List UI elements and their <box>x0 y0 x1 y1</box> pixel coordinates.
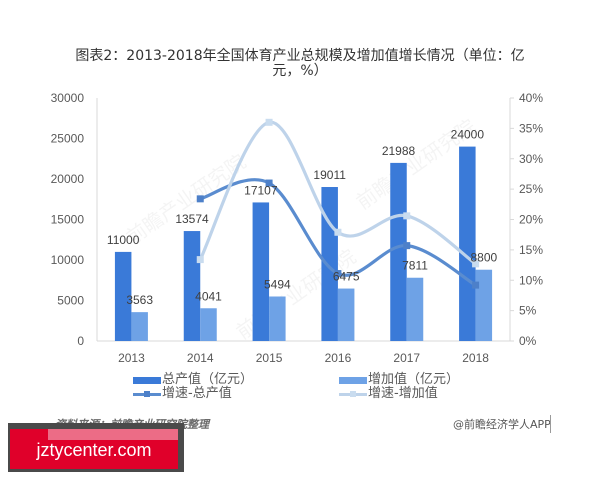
bar <box>252 202 270 341</box>
square-marker-icon <box>472 260 480 268</box>
right-axis-tick-label: 0% <box>519 334 537 348</box>
x-axis-category-label: 2013 <box>118 351 145 365</box>
site-badge-link[interactable]: jztycenter.com <box>36 440 152 460</box>
bar-data-label: 13574 <box>175 212 209 226</box>
left-axis-tick-label: 5000 <box>57 294 84 308</box>
bar-data-label: 11000 <box>107 233 140 247</box>
square-marker-icon <box>334 228 342 236</box>
right-axis-tick-label: 5% <box>519 304 537 318</box>
bar-data-label: 3563 <box>126 293 153 307</box>
square-marker-icon <box>403 242 411 250</box>
bar-data-label: 17107 <box>244 183 278 197</box>
square-marker-icon <box>196 256 204 264</box>
legend-bar-swatch-icon <box>133 377 161 384</box>
x-axis-category-label: 2018 <box>462 351 489 365</box>
legend-label: 增速-增加值 <box>368 386 438 401</box>
square-marker-icon <box>265 179 273 187</box>
legend-label: 增速-总产值 <box>162 386 232 401</box>
bar-data-label: 7811 <box>402 259 428 273</box>
right-axis-tick-label: 15% <box>519 243 543 257</box>
bar <box>459 146 476 341</box>
x-axis-category-label: 2014 <box>187 351 214 365</box>
x-axis-category-label: 2016 <box>325 351 352 365</box>
bar-data-label: 6475 <box>333 270 360 284</box>
right-axis-tick-label: 40% <box>519 91 543 105</box>
x-axis-category-label: 2015 <box>256 351 283 365</box>
bar-data-label: 19011 <box>313 168 346 182</box>
right-axis-tick-label: 35% <box>519 121 543 135</box>
publisher-credit: @前瞻经济学人APP <box>453 418 551 431</box>
right-axis-tick-label: 30% <box>519 152 543 166</box>
chart-title-line-1: 图表2：2013-2018年全国体育产业总规模及增加值增长情况（单位：亿 <box>75 48 525 64</box>
square-marker-icon <box>265 118 273 126</box>
x-axis-category-label: 2017 <box>393 351 420 365</box>
bar <box>390 162 407 341</box>
bar <box>321 187 338 341</box>
legend-label: 增加值（亿元） <box>368 372 460 387</box>
right-axis-tick-label: 10% <box>519 273 543 287</box>
bar-data-label: 24000 <box>451 128 485 142</box>
legend-bar-swatch-icon <box>339 377 367 384</box>
chart-title-line-2: 元，%） <box>272 63 328 79</box>
bar <box>114 251 132 341</box>
bar <box>200 308 217 341</box>
bar-data-label: 8800 <box>470 251 497 265</box>
bar-data-label: 5494 <box>264 277 291 291</box>
legend-square-marker-icon <box>350 391 356 397</box>
square-marker-icon <box>334 270 342 278</box>
square-marker-icon <box>472 281 480 289</box>
bar <box>475 269 493 341</box>
left-axis-tick-label: 30000 <box>51 91 85 105</box>
square-marker-icon <box>403 212 411 220</box>
bar <box>406 277 424 341</box>
bar <box>131 312 148 341</box>
left-axis-tick-label: 10000 <box>51 253 85 267</box>
text-cursor <box>550 415 551 433</box>
bar <box>183 231 201 341</box>
left-axis-tick-label: 20000 <box>51 172 85 186</box>
right-axis-tick-label: 20% <box>519 213 543 227</box>
right-axis-tick-label: 25% <box>519 182 543 196</box>
site-badge-highlight <box>48 429 178 440</box>
square-marker-icon <box>196 195 204 203</box>
left-axis-tick-label: 15000 <box>51 213 85 227</box>
bar-data-label: 4041 <box>195 289 222 303</box>
left-axis-tick-label: 25000 <box>51 132 85 146</box>
bar <box>269 296 286 341</box>
legend-square-marker-icon <box>144 391 150 397</box>
bar <box>337 288 355 341</box>
growth-line <box>198 120 478 266</box>
left-axis-tick-label: 0 <box>77 334 84 348</box>
bar-data-label: 21988 <box>382 144 416 158</box>
chart-title: 图表2：2013-2018年全国体育产业总规模及增加值增长情况（单位：亿 元，%… <box>60 49 540 79</box>
legend-label: 总产值（亿元） <box>162 372 254 387</box>
